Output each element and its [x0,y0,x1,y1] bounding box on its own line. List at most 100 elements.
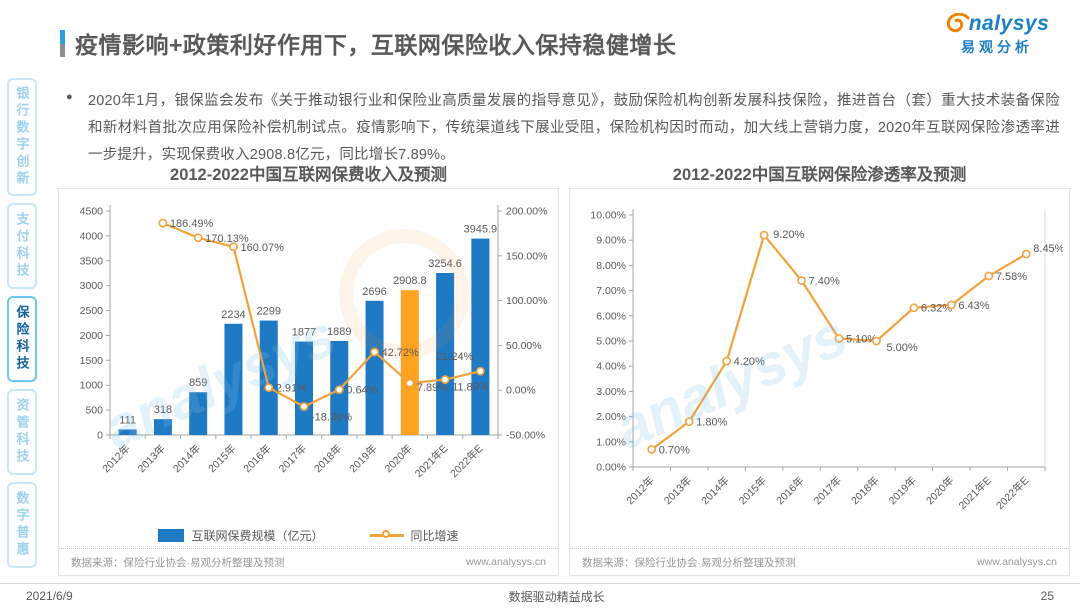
bar-legend-swatch-icon [158,528,185,542]
svg-text:5.00%: 5.00% [886,342,917,354]
svg-text:2015年: 2015年 [205,442,238,475]
chart-panels: 2012-2022中国互联网保费收入及预测 analysys 0 500 1000 1… [58,164,1070,576]
svg-text:-50.00%: -50.00% [506,430,545,442]
svg-text:1500: 1500 [79,355,103,367]
premium-source-row: 数据来源：保险行业协会·易观分析整理及预测 www.analysys.cn [59,548,558,575]
sidebar-item-label: 保险科技 [14,305,30,373]
svg-text:2500: 2500 [79,305,103,317]
svg-text:1.00%: 1.00% [596,436,626,448]
page-title: 疫情影响+政策利好作用下，互联网保险收入保持稳健增长 [60,26,676,60]
svg-text:2018年: 2018年 [848,474,881,507]
svg-text:2234: 2234 [221,309,245,321]
svg-text:0: 0 [97,430,103,442]
svg-text:4500: 4500 [79,206,103,218]
svg-text:200.00%: 200.00% [506,206,547,218]
svg-text:50.00%: 50.00% [506,340,542,352]
svg-text:6.43%: 6.43% [958,300,989,312]
svg-text:2012年: 2012年 [99,442,132,475]
svg-text:1.80%: 1.80% [696,417,727,429]
sidebar-item-asset-mgmt-tech[interactable]: 资管科技 [7,389,37,475]
svg-text:2.91%: 2.91% [275,383,306,395]
summary-bullet: ● 2020年1月，银保监会发布《关于推动银行业和保险业高质量发展的指导意见》，… [62,88,1060,169]
premium-chart-box: analysys 0 500 1000 1500 2000 2500 3000 3500 400… [58,188,559,576]
svg-text:9.00%: 9.00% [596,235,626,247]
svg-text:2017年: 2017年 [275,442,308,475]
premium-chart-area: 0 500 1000 1500 2000 2500 3000 3500 4000 4500 -50.… [59,189,558,522]
svg-text:2000: 2000 [79,330,103,342]
svg-text:2016年: 2016年 [240,442,273,475]
svg-text:9.20%: 9.20% [773,229,804,241]
penetration-source-row: 数据来源：保险行业协会·易观分析整理及预测 www.analysys.cn [570,548,1069,575]
summary-text: 2020年1月，银保监会发布《关于推动银行业和保险业高质量发展的指导意见》，鼓励… [88,93,1060,163]
svg-text:7.00%: 7.00% [596,285,626,297]
logo-cn-text: 易观分析 [961,39,1033,55]
svg-text:2908.8: 2908.8 [392,275,426,287]
svg-text:21.24%: 21.24% [436,351,474,363]
penetration-chart-area: 0.00% 1.00% 2.00% 3.00% 4.00% 5.00% 6.00% 7.00%… [570,189,1069,548]
svg-text:859: 859 [189,377,207,389]
data-source-label: 数据来源：保险行业协会·易观分析整理及预测 [71,556,285,569]
svg-text:2018年: 2018年 [311,442,344,475]
svg-text:2696: 2696 [362,286,386,298]
svg-text:7.89%: 7.89% [416,382,447,394]
premium-chart-legend: 互联网保费规模（亿元） 同比增速 [59,522,558,548]
svg-text:111: 111 [119,414,136,426]
svg-text:2021年E: 2021年E [955,474,993,512]
legend-item-growth-rate: 同比增速 [369,527,459,544]
svg-text:318: 318 [153,404,171,416]
line-legend-swatch-icon [369,530,404,538]
legend-label: 同比增速 [410,528,459,543]
sidebar-item-payment-tech[interactable]: 支付科技 [7,203,37,289]
svg-text:8.45%: 8.45% [1033,243,1063,255]
svg-text:186.49%: 186.49% [169,218,213,230]
svg-text:2017年: 2017年 [810,474,843,507]
legend-label: 互联网保费规模（亿元） [191,528,324,543]
svg-text:1889: 1889 [327,326,351,338]
svg-text:2013年: 2013年 [661,474,694,507]
svg-text:6.32%: 6.32% [920,303,951,315]
svg-text:8.00%: 8.00% [596,260,626,272]
penetration-chart-title: 2012-2022中国互联网保险渗透率及预测 [672,166,967,184]
bullet-icon: ● [66,91,73,103]
svg-text:100.00%: 100.00% [506,295,547,307]
svg-text:4.20%: 4.20% [733,356,764,368]
penetration-line-chart: 0.00% 1.00% 2.00% 3.00% 4.00% 5.00% 6.00% 7.00%… [590,209,1063,512]
sidebar-item-bank-digital-innovation[interactable]: 银行数字创新 [7,78,37,196]
sidebar-item-digital-inclusion[interactable]: 数字普惠 [7,482,37,568]
svg-text:2020年: 2020年 [381,442,414,475]
svg-text:1000: 1000 [79,380,103,392]
footer-page-number: 25 [1040,589,1054,603]
svg-text:2013年: 2013年 [134,442,167,475]
sidebar: 银行数字创新 支付科技 保险科技 资管科技 数字普惠 [7,78,37,568]
svg-text:3945.9: 3945.9 [463,224,497,236]
svg-text:170.13%: 170.13% [205,233,249,245]
svg-text:2016年: 2016年 [773,474,806,507]
sidebar-item-label: 数字普惠 [14,491,30,559]
svg-text:0.70%: 0.70% [658,444,689,456]
sidebar-item-insurance-tech[interactable]: 保险科技 [7,296,37,382]
analysys-logo: nalysys 易观分析 [932,12,1062,57]
sidebar-item-label: 资管科技 [14,398,30,466]
svg-text:4000: 4000 [79,230,103,242]
penetration-chart-panel: 2012-2022中国互联网保险渗透率及预测 analysys 0.00% 1.0… [569,164,1070,576]
premium-combo-chart: 0 500 1000 1500 2000 2500 3000 3500 4000 4500 -50.… [79,205,547,480]
slide-footer: 2021/6/9 数据驱动精益成长 25 [0,583,1080,608]
bar-series: 111 318 859 2234 2299 1877 1889 2696 2908.83254.… [118,224,497,435]
svg-text:2.00%: 2.00% [596,411,626,423]
premium-chart-title: 2012-2022中国互联网保费收入及预测 [170,166,447,184]
title-marker [60,29,65,57]
svg-text:150.00%: 150.00% [506,250,547,262]
svg-text:2022年E: 2022年E [993,474,1031,512]
svg-text:2020年: 2020年 [923,474,956,507]
logo-brand-text: nalysys [968,12,1050,35]
sidebar-item-label: 银行数字创新 [14,86,30,188]
svg-text:500: 500 [85,405,103,417]
svg-text:2012年: 2012年 [623,474,656,507]
svg-text:3000: 3000 [79,280,103,292]
svg-text:7.40%: 7.40% [808,276,839,288]
svg-text:2014年: 2014年 [170,442,203,475]
line-series: 186.49% 170.13%160.07% 2.91% -18.36% 0.64% 42… [158,218,488,424]
legend-item-premium-scale: 互联网保费规模（亿元） [158,527,324,544]
data-source-label: 数据来源：保险行业协会·易观分析整理及预测 [582,556,796,569]
